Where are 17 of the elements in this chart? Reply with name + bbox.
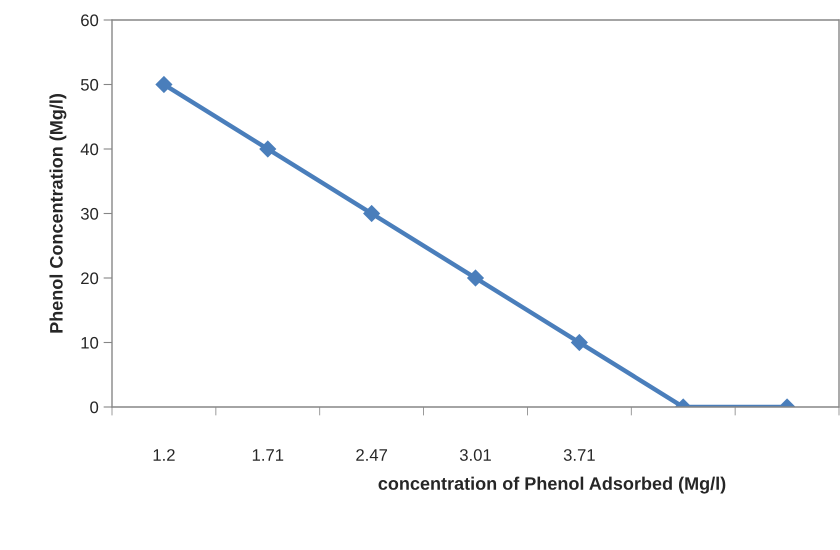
point [363,205,380,222]
x-tick-label: 3.71 [564,449,595,461]
x-tick-label: 1.71 [252,449,284,461]
y-tick-label: 60 [81,14,98,26]
y-tick-label: 10 [82,336,98,349]
x-tick-label: 1.2 [154,449,175,461]
y-tick-label: 0 [90,401,98,414]
x-axis-title: concentration of Phenol Adsorbed (Mg/l) [378,476,726,494]
y-tick-label: 40 [80,143,98,156]
y-tick-label: 50 [80,78,98,91]
y-tick-label: 30 [80,208,98,220]
x-tick-label: 2.47 [356,449,388,461]
y-axis-title: Phenol Concentration (Mg/l) [49,94,66,333]
point [156,76,172,93]
y-tick-label: 20 [81,272,98,284]
point [259,140,276,158]
x-tick-label: 3.01 [460,449,491,461]
